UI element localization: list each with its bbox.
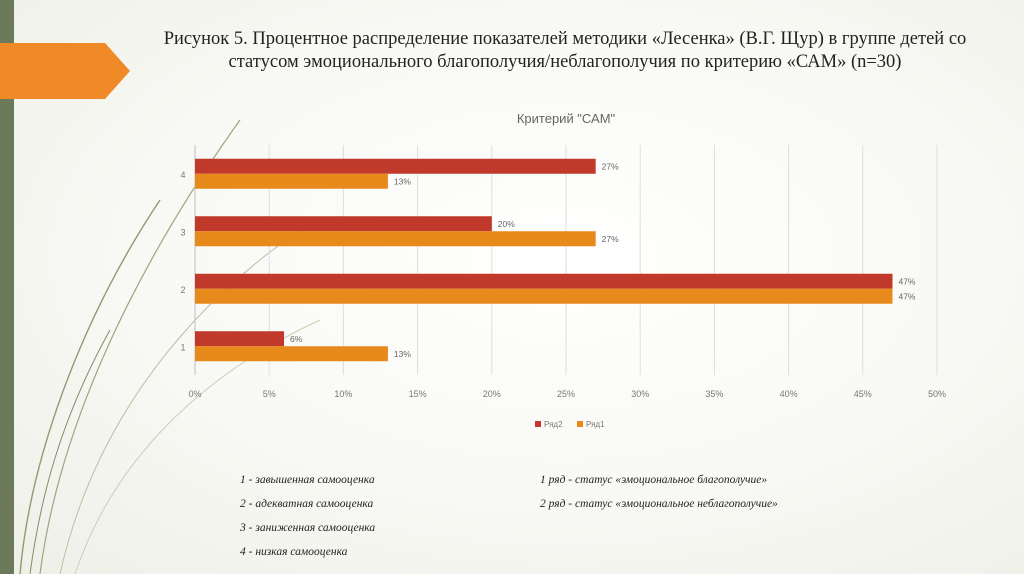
x-tick-label: 40%: [780, 389, 798, 399]
x-tick-label: 5%: [263, 389, 276, 399]
legend-label: Ряд2: [544, 420, 563, 429]
y-category-label: 1: [180, 342, 185, 352]
chart-title: Критерий "САМ": [517, 111, 616, 126]
bar-Ряд1-4: [195, 173, 388, 189]
y-category-label: 4: [180, 170, 185, 180]
bar-Ряд2-1: [195, 331, 285, 347]
x-tick-label: 0%: [188, 389, 201, 399]
orange-accent-tab: [0, 43, 130, 99]
note-left-2: 2 - адекватная самооценка: [240, 498, 374, 510]
data-label: 47%: [898, 276, 915, 286]
bar-Ряд2-4: [195, 158, 596, 174]
data-label: 27%: [602, 161, 619, 171]
data-label: 47%: [898, 291, 915, 301]
x-tick-label: 35%: [705, 389, 723, 399]
x-tick-label: 25%: [557, 389, 575, 399]
data-label: 6%: [290, 334, 303, 344]
legend-swatch-Ряд2: [535, 421, 541, 427]
note-right-1: 1 ряд - статус «эмоциональное благополуч…: [540, 474, 768, 486]
data-label: 20%: [498, 219, 515, 229]
data-label: 27%: [602, 234, 619, 244]
x-tick-label: 15%: [409, 389, 427, 399]
note-left-4: 4 - низкая самооценка: [240, 546, 348, 558]
bar-Ряд1-2: [195, 288, 893, 304]
data-label: 13%: [394, 176, 411, 186]
note-left-3: 3 - заниженная самооценка: [240, 522, 376, 534]
slide-title: Рисунок 5. Процентное распределение пока…: [163, 29, 967, 72]
note-left-1: 1 - завышенная самооценка: [240, 474, 375, 486]
bar-Ряд2-3: [195, 216, 492, 232]
legend-label: Ряд1: [586, 420, 605, 429]
left-sidebar-bar: [0, 0, 14, 574]
x-tick-label: 10%: [334, 389, 352, 399]
bar-Ряд1-3: [195, 231, 596, 247]
note-right-2: 2 ряд - статус «эмоциональное неблагопол…: [540, 498, 778, 510]
data-label: 13%: [394, 349, 411, 359]
legend-swatch-Ряд1: [577, 421, 583, 427]
y-category-label: 3: [180, 227, 185, 237]
x-tick-label: 45%: [854, 389, 872, 399]
bar-Ряд1-1: [195, 346, 388, 362]
bar-Ряд2-2: [195, 273, 893, 289]
x-tick-label: 50%: [928, 389, 946, 399]
x-tick-label: 30%: [631, 389, 649, 399]
bar-chart: Критерий "САМ" 0% 5% 10% 15% 20% 25% 30% 35% 40% 4…: [180, 111, 946, 429]
y-category-label: 2: [180, 285, 185, 295]
x-tick-label: 20%: [483, 389, 501, 399]
